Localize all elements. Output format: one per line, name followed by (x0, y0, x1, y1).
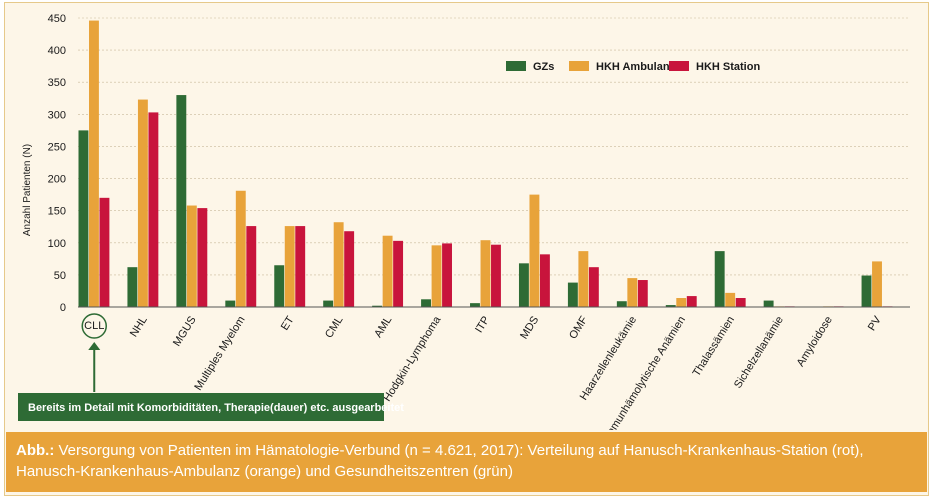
highlight-circle (81, 313, 107, 339)
highlight-annotation: Bereits im Detail mit Komorbiditäten, Th… (18, 313, 404, 421)
bar-hkh-ambulanz (186, 205, 197, 307)
caption-prefix: Abb.: (16, 442, 55, 459)
chart: 0 50 100 150 200 250 300 350 400 450 Anzahl Patie… (18, 13, 910, 430)
annotation-text: Bereits im Detail mit Komorbiditäten, Th… (28, 402, 404, 414)
bar-gzs (470, 303, 480, 307)
y-tick-label: 450 (48, 13, 66, 25)
bar-gzs (518, 263, 529, 307)
legend-swatch (669, 61, 689, 71)
x-tick-label: CLL (84, 320, 104, 332)
bar-hkh-ambulanz (725, 292, 736, 307)
annotation-box (18, 393, 384, 421)
legend-label: HKH Ambulanz (596, 61, 676, 73)
bar-hkh-station (99, 197, 110, 307)
x-tick-label: AML (372, 314, 394, 340)
bar-hkh-station (442, 243, 452, 307)
x-tick-label: Thalassämien (691, 314, 737, 378)
bars (78, 20, 893, 308)
bar-hkh-station (637, 280, 648, 307)
bar-hkh-station (588, 267, 599, 307)
legend-label: GZs (533, 61, 554, 73)
bar-hkh-ambulanz (676, 298, 687, 307)
bar-hkh-ambulanz (529, 194, 540, 307)
bar-hkh-ambulanz (235, 190, 246, 307)
bar-hkh-ambulanz (89, 20, 99, 308)
bar-hkh-station (393, 240, 404, 307)
legend-label: HKH Station (696, 61, 760, 73)
bar-hkh-station (246, 226, 257, 307)
x-tick-label: CML (323, 314, 345, 340)
legend: GZs HKH Ambulanz HKH Station (506, 61, 760, 73)
y-tick-label: 350 (48, 77, 66, 89)
bar-hkh-ambulanz (382, 235, 393, 307)
x-tick-label: ITP (473, 314, 492, 335)
x-tick-label: Multiples Myelom (192, 314, 247, 392)
y-tick-label: 400 (48, 45, 66, 57)
bar-gzs (567, 282, 578, 307)
bar-hkh-ambulanz (431, 245, 442, 307)
bar-gzs (763, 300, 774, 307)
y-axis-label: Anzahl Patienten (N) (22, 144, 33, 236)
x-tick-label: MGUS (171, 314, 199, 348)
x-tick-label: PV (866, 314, 884, 333)
bar-hkh-ambulanz (872, 261, 882, 307)
bar-gzs (274, 265, 285, 307)
bar-gzs (861, 275, 872, 307)
bar-hkh-station (491, 244, 501, 307)
bar-hkh-ambulanz (578, 251, 589, 307)
bar-gzs (665, 305, 676, 307)
legend-swatch (569, 61, 589, 71)
y-tick-label: 150 (48, 206, 66, 218)
y-tick-label: 100 (48, 238, 66, 250)
y-tick-label: 250 (48, 141, 66, 153)
y-tick-label: 200 (48, 174, 66, 186)
bar-hkh-ambulanz (627, 278, 638, 307)
bar-hkh-ambulanz (284, 226, 295, 307)
x-tick-label: MDS (518, 314, 541, 341)
x-tick-label: Amyloidose (795, 314, 835, 369)
x-tick-label: Sichelzellanämie (732, 314, 786, 390)
y-tick-label: 50 (54, 270, 66, 282)
bar-hkh-station (295, 226, 306, 307)
bar-hkh-station (539, 254, 550, 307)
bar-hkh-station (344, 231, 355, 307)
bar-gzs (421, 299, 431, 307)
x-tick-label: Hodgkin-Lymphoma (381, 313, 444, 403)
x-tick-label: OMF (567, 314, 590, 341)
annotation-arrow-head (88, 342, 101, 350)
figure-caption: Abb.: Versorgung von Patienten im Hämato… (6, 432, 927, 492)
bar-hkh-station (148, 112, 159, 307)
bar-hkh-station (197, 208, 208, 307)
x-tick-label: NHL (128, 314, 150, 339)
bar-gzs (372, 305, 383, 307)
bar-hkh-ambulanz (137, 99, 148, 307)
bar-gzs (714, 251, 725, 307)
y-tick-label: 300 (48, 109, 66, 121)
bar-hkh-ambulanz (333, 222, 344, 307)
bar-hkh-station (735, 298, 746, 307)
bar-gzs (225, 300, 236, 307)
bar-gzs (323, 300, 334, 307)
bar-gzs (127, 267, 138, 307)
caption-text: Versorgung von Patienten im Hämatologie-… (16, 442, 864, 480)
x-tick-label: ET (279, 314, 297, 333)
bar-gzs (616, 301, 627, 307)
bar-gzs (78, 130, 89, 307)
legend-swatch (506, 61, 526, 71)
bar-hkh-ambulanz (480, 240, 491, 307)
bar-hkh-station (686, 296, 697, 307)
y-tick-label: 0 (60, 302, 66, 314)
bar-gzs (176, 95, 187, 307)
y-axis-ticks: 0 50 100 150 200 250 300 350 400 450 (48, 13, 66, 314)
